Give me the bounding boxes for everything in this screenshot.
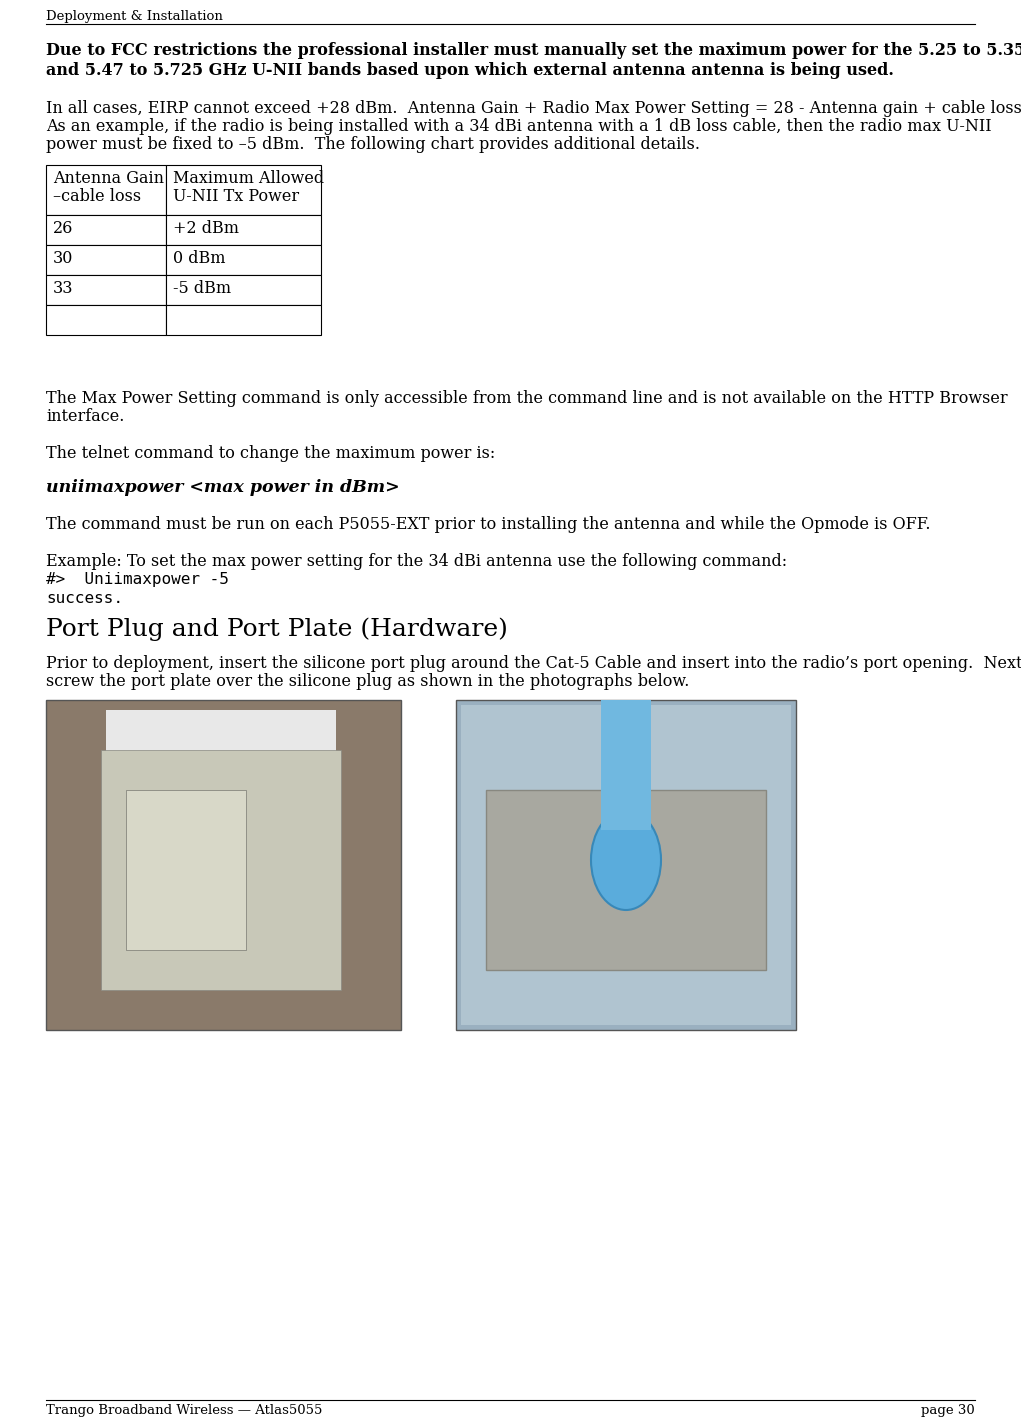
Text: screw the port plate over the silicone plug as shown in the photographs below.: screw the port plate over the silicone p… bbox=[46, 673, 689, 690]
Text: -5 dBm: -5 dBm bbox=[173, 281, 231, 298]
Text: #>  Uniimaxpower -5: #> Uniimaxpower -5 bbox=[46, 572, 229, 587]
Bar bbox=[456, 700, 796, 1030]
Bar bbox=[166, 305, 321, 334]
Bar bbox=[46, 700, 401, 1030]
Bar bbox=[601, 700, 651, 830]
Text: uniimaxpower <max power in dBm>: uniimaxpower <max power in dBm> bbox=[46, 479, 399, 496]
Text: Port Plug and Port Plate (Hardware): Port Plug and Port Plate (Hardware) bbox=[46, 616, 507, 640]
Text: interface.: interface. bbox=[46, 408, 125, 425]
Bar bbox=[106, 710, 336, 760]
Text: +2 dBm: +2 dBm bbox=[173, 220, 239, 237]
Text: –cable loss: –cable loss bbox=[53, 188, 141, 205]
Bar bbox=[46, 275, 166, 305]
Bar bbox=[461, 706, 791, 1024]
Text: In all cases, EIRP cannot exceed +28 dBm.  Antenna Gain + Radio Max Power Settin: In all cases, EIRP cannot exceed +28 dBm… bbox=[46, 101, 1021, 118]
Text: The Max Power Setting command is only accessible from the command line and is no: The Max Power Setting command is only ac… bbox=[46, 390, 1008, 407]
Bar bbox=[126, 791, 246, 949]
Bar bbox=[166, 215, 321, 245]
Bar bbox=[166, 275, 321, 305]
Bar bbox=[166, 245, 321, 275]
Text: 33: 33 bbox=[53, 281, 74, 298]
Text: success.: success. bbox=[46, 591, 123, 606]
Text: 26: 26 bbox=[53, 220, 74, 237]
Text: Prior to deployment, insert the silicone port plug around the Cat-5 Cable and in: Prior to deployment, insert the silicone… bbox=[46, 655, 1021, 672]
Text: Antenna Gain: Antenna Gain bbox=[53, 170, 164, 187]
Text: Deployment & Installation: Deployment & Installation bbox=[46, 10, 223, 23]
Text: Due to FCC restrictions the professional installer must manually set the maximum: Due to FCC restrictions the professional… bbox=[46, 43, 1021, 60]
Bar bbox=[46, 305, 166, 334]
Bar bbox=[46, 164, 166, 215]
Bar bbox=[486, 791, 766, 971]
Text: The telnet command to change the maximum power is:: The telnet command to change the maximum… bbox=[46, 445, 495, 462]
Text: Example: To set the max power setting for the 34 dBi antenna use the following c: Example: To set the max power setting fo… bbox=[46, 553, 787, 570]
Bar bbox=[46, 215, 166, 245]
Text: Trango Broadband Wireless — Atlas5055: Trango Broadband Wireless — Atlas5055 bbox=[46, 1404, 323, 1417]
Bar bbox=[101, 750, 341, 990]
Text: As an example, if the radio is being installed with a 34 dBi antenna with a 1 dB: As an example, if the radio is being ins… bbox=[46, 118, 991, 135]
Text: power must be fixed to –5 dBm.  The following chart provides additional details.: power must be fixed to –5 dBm. The follo… bbox=[46, 136, 700, 153]
Bar bbox=[46, 245, 166, 275]
Text: Maximum Allowed: Maximum Allowed bbox=[173, 170, 324, 187]
Text: U-NII Tx Power: U-NII Tx Power bbox=[173, 188, 299, 205]
Text: The command must be run on each P5055-EXT prior to installing the antenna and wh: The command must be run on each P5055-EX… bbox=[46, 516, 930, 533]
Text: 0 dBm: 0 dBm bbox=[173, 249, 226, 266]
Bar bbox=[166, 164, 321, 215]
Text: 30: 30 bbox=[53, 249, 74, 266]
Ellipse shape bbox=[591, 811, 661, 910]
Text: page 30: page 30 bbox=[921, 1404, 975, 1417]
Text: and 5.47 to 5.725 GHz U-NII bands based upon which external antenna antenna is b: and 5.47 to 5.725 GHz U-NII bands based … bbox=[46, 62, 893, 79]
